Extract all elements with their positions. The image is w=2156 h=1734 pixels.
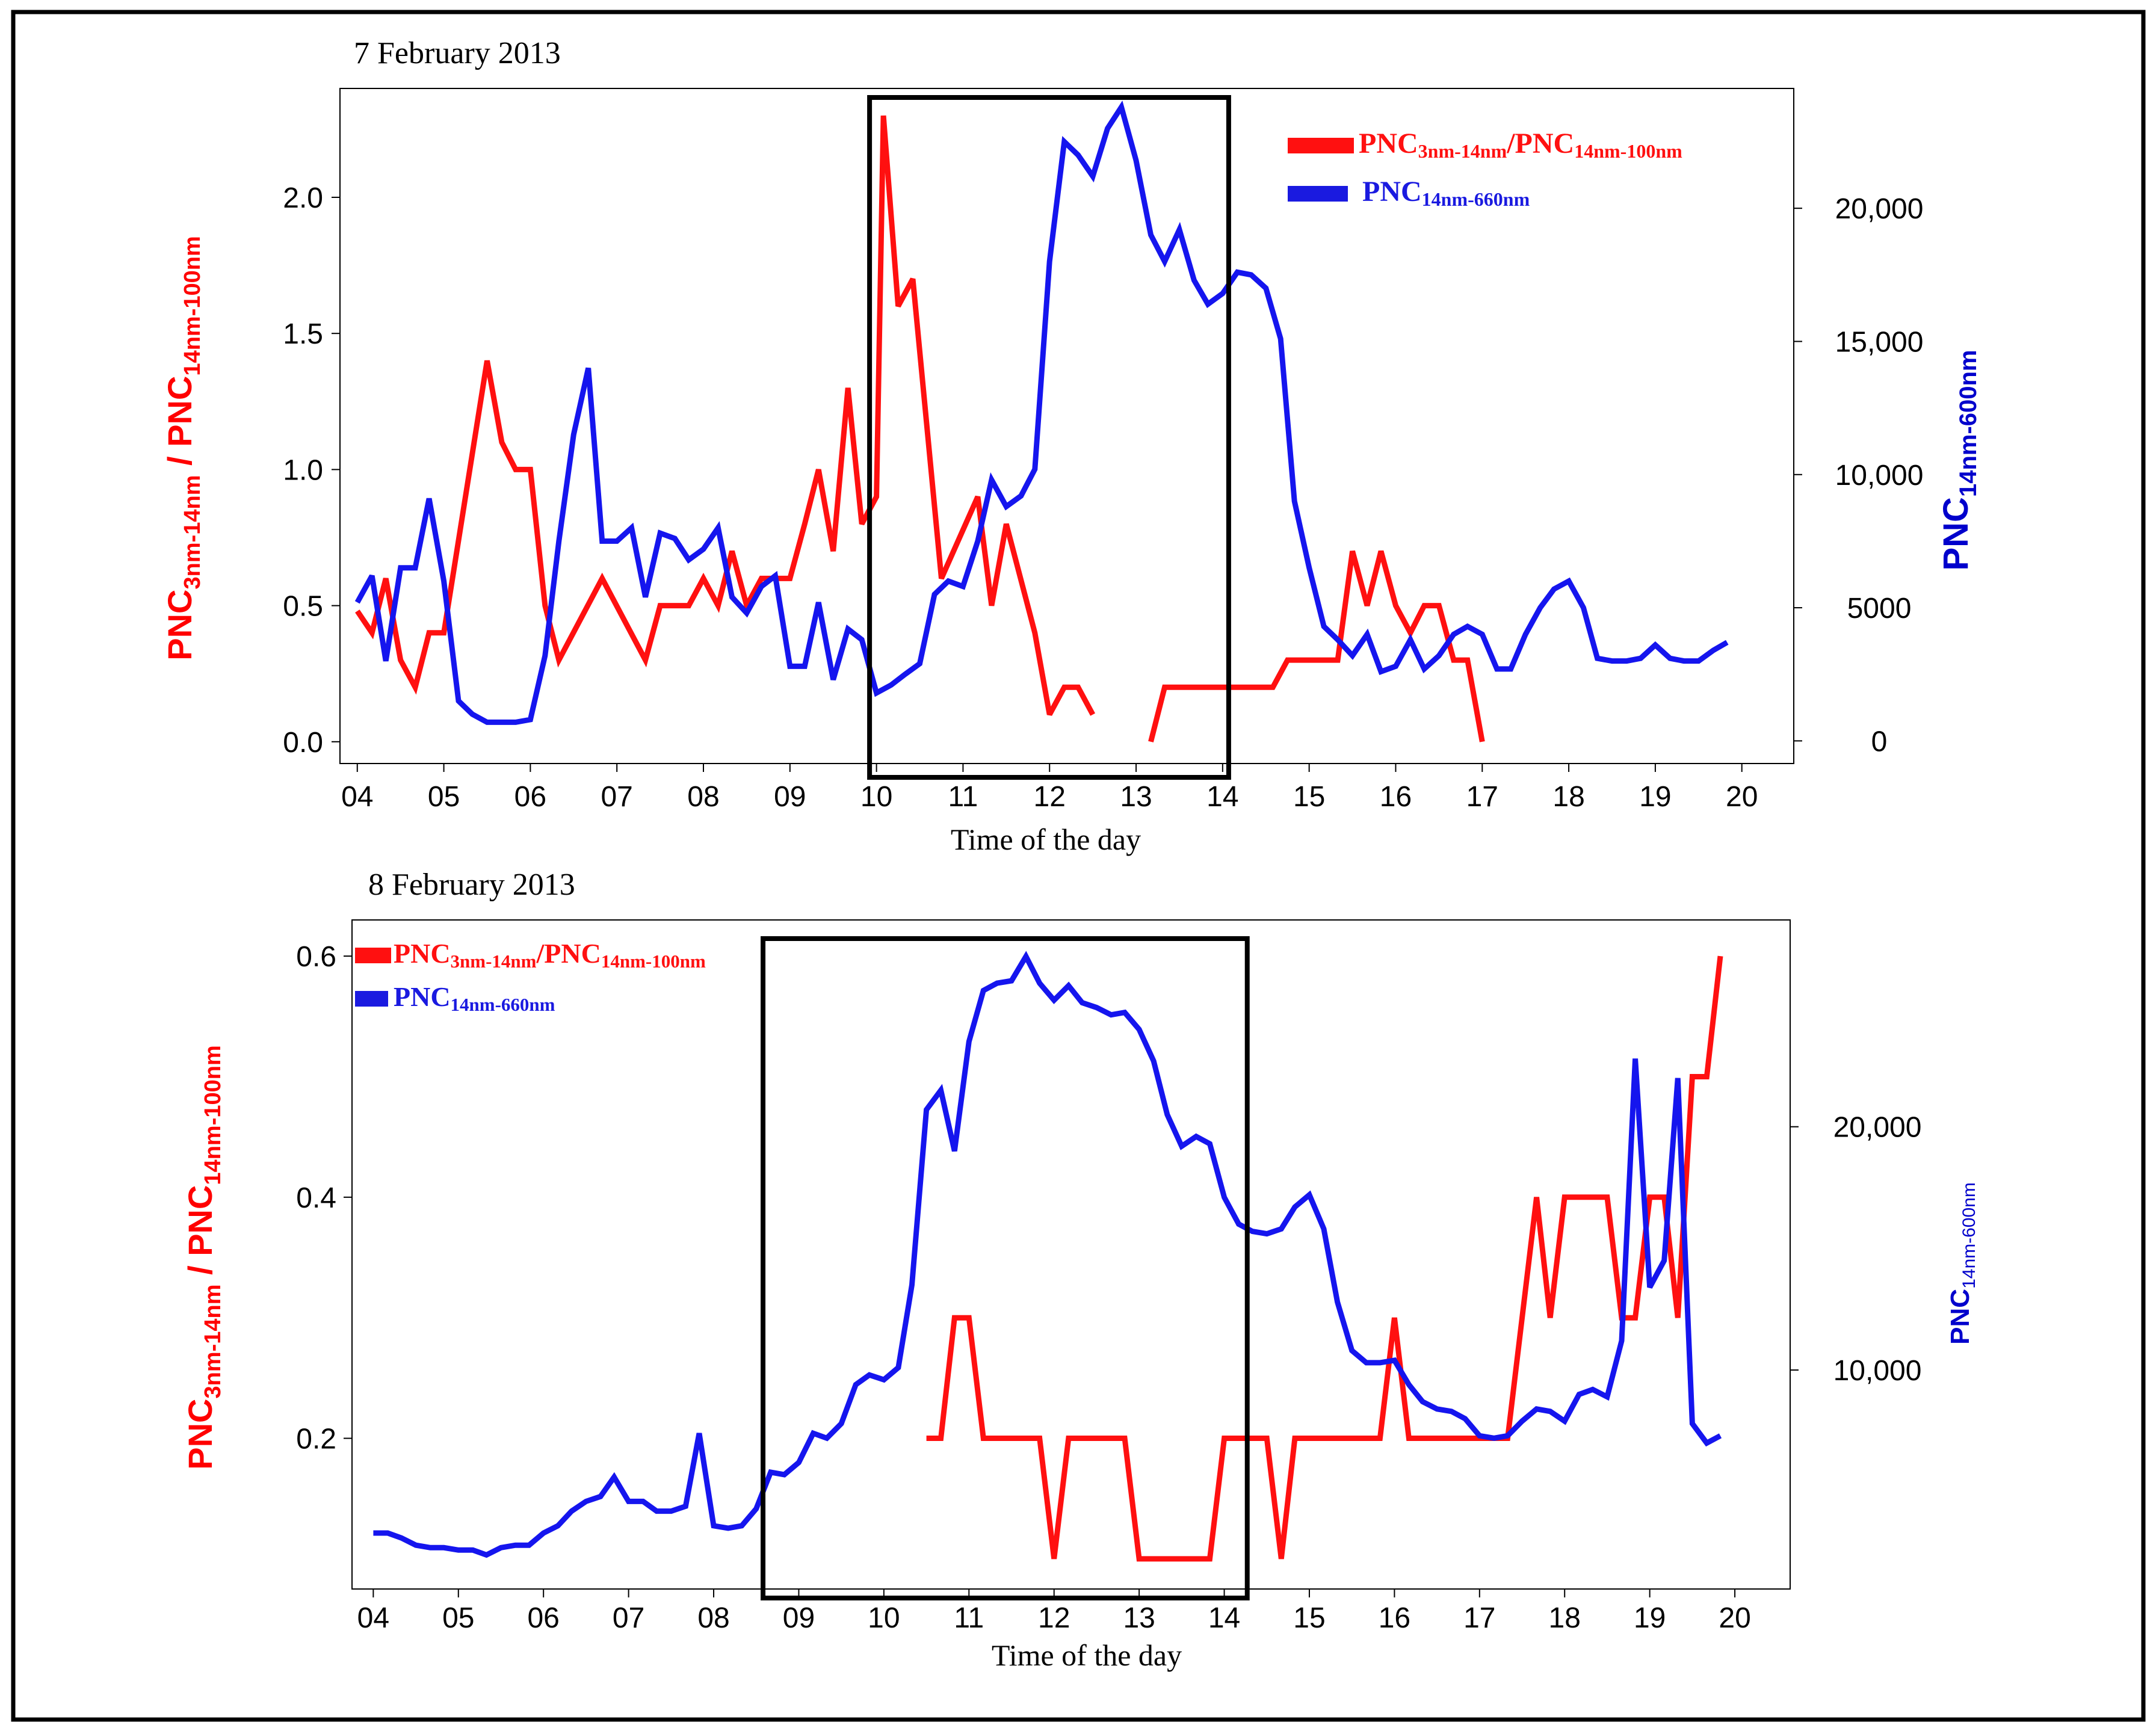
y-right-tick-label: 20,000 [1835, 193, 1924, 225]
y-left-tick-label: 1.0 [283, 454, 323, 486]
x-tick-label: 18 [1552, 781, 1584, 813]
panel-2-x-ticks: 04 05 06 07 08 09 10 11 12 13 14 15 16 17 18 19 20 [357, 1589, 1751, 1634]
series-line-ratio [355, 115, 1096, 716]
y-right-tick-label: 10,000 [1833, 1355, 1922, 1387]
x-tick-label: 15 [1293, 781, 1325, 813]
y-left-tick-label: 0.4 [296, 1182, 336, 1214]
x-tick-label: 14 [1206, 781, 1238, 813]
x-tick-label: 14 [1208, 1602, 1240, 1634]
y-right-tick-label: 10,000 [1835, 460, 1924, 492]
x-tick-label: 05 [442, 1602, 474, 1634]
x-tick-label: 15 [1293, 1602, 1325, 1634]
panel-1-legend: PNC3nm-14nm/PNC14nm-100nm PNC14nm-660nm [1288, 128, 1682, 210]
y-right-tick-label: 0 [1871, 726, 1888, 757]
x-tick-label: 06 [514, 781, 546, 813]
panel-2-legend: PNC3nm-14nm/PNC14nm-100nm PNC14nm-660nm [355, 938, 706, 1015]
panel-1-y-left-label: PNC3nm-14nm / PNC14nm-100nm [161, 236, 205, 661]
panel-1: 7 February 2013 04 05 06 07 08 09 10 11 12 13 14 15… [161, 36, 1981, 856]
panel-2-y-left-label: PNC3nm-14nm / PNC14nm-100nm [181, 1045, 226, 1470]
x-tick-label: 12 [1038, 1602, 1070, 1634]
x-tick-label: 09 [783, 1602, 815, 1634]
panel-1-legend-item-ratio: PNC3nm-14nm/PNC14nm-100nm [1288, 128, 1682, 162]
x-tick-label: 12 [1034, 781, 1066, 813]
panel-2-y-right-label: PNC14nm-600nm [1945, 1182, 1979, 1345]
panel-1-series [354, 100, 1729, 742]
panel-2-highlight-box [761, 936, 1250, 1600]
panel-2-legend-item-ratio: PNC3nm-14nm/PNC14nm-100nm [355, 938, 706, 972]
x-tick-label: 19 [1634, 1602, 1666, 1634]
panel-1-x-ticks: 04 05 06 07 08 09 10 11 12 13 14 15 16 17 18 19 20 [341, 764, 1758, 813]
panel-1-y-left-ticks: 0.0 0.5 1.0 1.5 2.0 [283, 182, 340, 759]
x-tick-label: 10 [860, 781, 892, 813]
y-left-tick-label: 1.5 [283, 318, 323, 350]
series-line-pnc [354, 100, 1729, 725]
x-tick-label: 17 [1466, 781, 1498, 813]
panel-2-series [373, 951, 1723, 1562]
x-tick-label: 13 [1120, 781, 1152, 813]
panel-1-plot-frame [339, 88, 1794, 764]
x-tick-label: 08 [697, 1602, 729, 1634]
panel-1-highlight-box [867, 95, 1231, 780]
panel-2-y-left-ticks: 0.2 0.4 0.6 [296, 941, 352, 1455]
y-left-tick-label: 0.6 [296, 941, 336, 973]
x-tick-label: 19 [1639, 781, 1671, 813]
outer-frame [11, 10, 2146, 1722]
x-tick-label: 10 [868, 1602, 900, 1634]
x-tick-label: 08 [687, 781, 719, 813]
y-left-tick-label: 0.5 [283, 591, 323, 623]
panel-2-legend-item-pnc: PNC14nm-660nm [355, 981, 555, 1015]
series-line-pnc [373, 951, 1722, 1558]
x-tick-label: 16 [1380, 781, 1412, 813]
panel-1-x-axis-label: Time of the day [951, 822, 1141, 856]
x-tick-label: 07 [613, 1602, 644, 1634]
y-right-tick-label: 20,000 [1833, 1112, 1922, 1144]
x-tick-label: 11 [948, 781, 978, 813]
x-tick-label: 13 [1123, 1602, 1155, 1634]
x-tick-label: 11 [954, 1602, 984, 1634]
x-tick-label: 16 [1379, 1602, 1410, 1634]
panel-1-y-right-ticks: 0 5000 10,000 15,000 20,000 [1794, 193, 1923, 757]
y-right-tick-label: 15,000 [1835, 326, 1924, 358]
x-tick-label: 06 [527, 1602, 559, 1634]
y-right-tick-label: 5000 [1847, 593, 1912, 625]
panel-2-title: 8 February 2013 [368, 868, 575, 902]
panel-2-plot-frame [351, 919, 1791, 1590]
panel-2-y-right-ticks: 10,000 20,000 [1790, 1112, 1921, 1387]
x-tick-label: 20 [1719, 1602, 1750, 1634]
x-tick-label: 09 [774, 781, 806, 813]
panel-1-y-right-label: PNC14nm-600nm [1936, 350, 1981, 570]
y-left-tick-label: 0.2 [296, 1424, 336, 1455]
x-tick-label: 17 [1463, 1602, 1495, 1634]
legend-label-pnc: PNC14nm-660nm [1362, 176, 1530, 210]
legend-label-ratio: PNC3nm-14nm/PNC14nm-100nm [394, 938, 706, 972]
x-tick-label: 04 [341, 781, 373, 813]
x-tick-label: 05 [428, 781, 460, 813]
x-tick-label: 07 [601, 781, 632, 813]
panel-1-legend-item-pnc: PNC14nm-660nm [1288, 176, 1530, 210]
panel-2-x-axis-label: Time of the day [992, 1638, 1182, 1672]
panel-1-title: 7 February 2013 [354, 36, 561, 70]
legend-label-ratio: PNC3nm-14nm/PNC14nm-100nm [1359, 128, 1682, 162]
x-tick-label: 18 [1549, 1602, 1581, 1634]
legend-label-pnc: PNC14nm-660nm [394, 981, 555, 1015]
panel-2: 8 February 2013 04 05 06 07 08 09 10 11 12 13 14 15… [181, 868, 1979, 1672]
x-tick-label: 20 [1726, 781, 1758, 813]
y-left-tick-label: 2.0 [283, 182, 323, 214]
y-left-tick-label: 0.0 [283, 727, 323, 759]
x-tick-label: 04 [357, 1602, 389, 1634]
